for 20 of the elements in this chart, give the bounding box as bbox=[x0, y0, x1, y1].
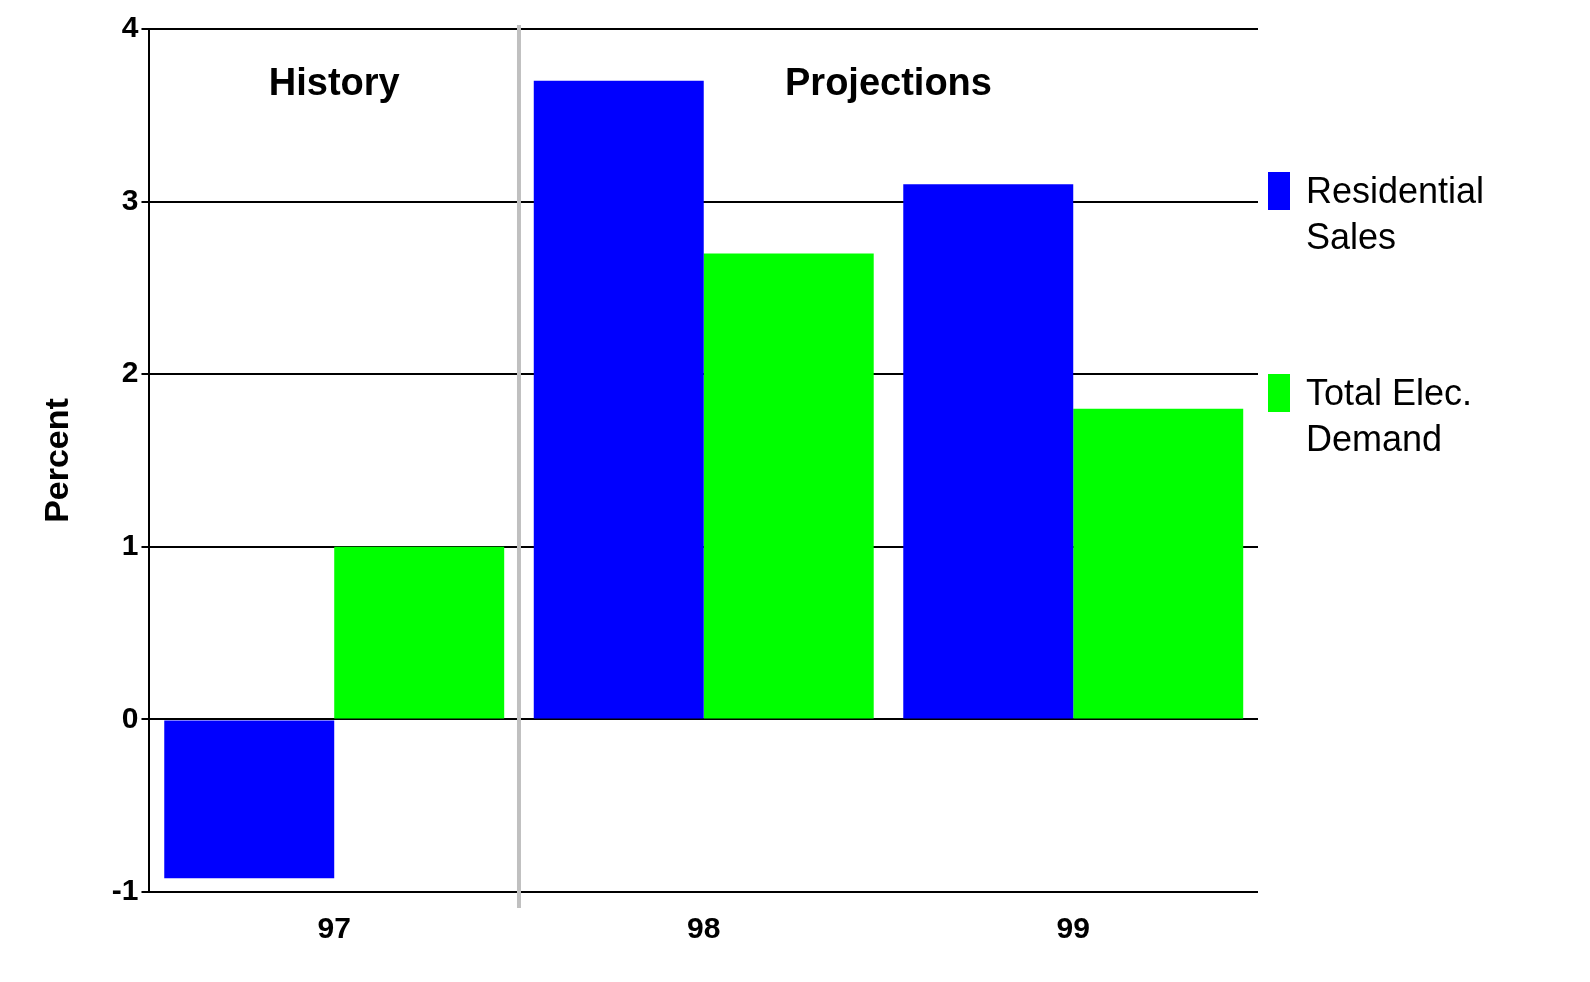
y-tick-label: -1 bbox=[111, 873, 139, 907]
bar bbox=[164, 720, 335, 879]
x-tick-label: 97 bbox=[317, 911, 351, 945]
y-tick-label: 0 bbox=[121, 700, 139, 734]
legend-label: Residential Sales bbox=[1306, 169, 1486, 259]
bar bbox=[533, 80, 704, 719]
y-tick-label: 3 bbox=[121, 182, 139, 216]
legend-label: Total Elec. Demand bbox=[1306, 371, 1474, 461]
y-axis-title: Percent bbox=[36, 398, 75, 523]
bar bbox=[334, 546, 505, 719]
x-tick-label: 98 bbox=[687, 911, 721, 945]
y-tick-label: 1 bbox=[121, 528, 139, 562]
y-tick-label: 2 bbox=[121, 355, 139, 389]
bar bbox=[1073, 408, 1244, 719]
y-tick-label: 4 bbox=[121, 10, 139, 44]
annotation: Projections bbox=[785, 61, 992, 104]
bar bbox=[903, 184, 1074, 719]
annotation: History bbox=[268, 61, 400, 104]
x-tick-label: 99 bbox=[1056, 911, 1090, 945]
bar bbox=[703, 253, 874, 719]
